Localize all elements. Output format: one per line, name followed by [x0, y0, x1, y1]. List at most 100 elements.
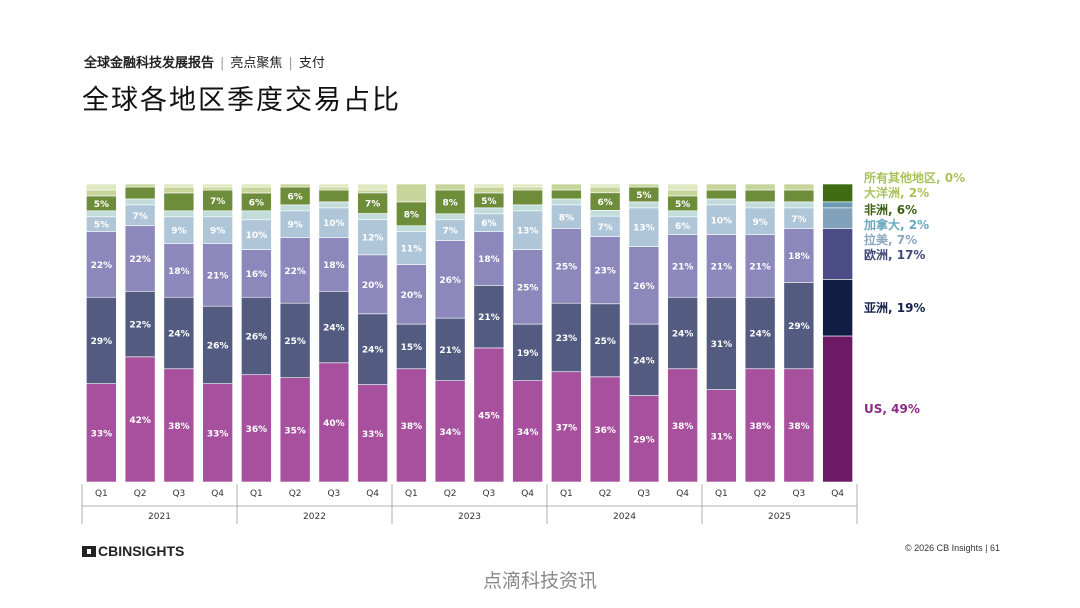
data-label-europe-2: 18% — [168, 267, 190, 277]
bar-segment-africa-19 — [822, 183, 853, 203]
data-label-us-7: 33% — [362, 430, 384, 440]
x-tick-label: Q3 — [637, 489, 650, 499]
data-label-europe-6: 18% — [323, 261, 345, 271]
data-label-us-3: 33% — [207, 429, 229, 439]
data-label-latam-4: 10% — [246, 231, 268, 241]
data-label-asia-8: 15% — [401, 343, 423, 353]
legend-item-canada: 加拿大, 2% — [863, 217, 929, 232]
bar-segment-canada-16 — [706, 198, 737, 206]
bar-segment-oceania-10 — [473, 186, 505, 194]
bar-segment-europe-0 — [86, 231, 117, 298]
data-label-us-17: 38% — [749, 422, 771, 432]
bar-segment-us-13 — [589, 376, 621, 483]
bar-segment-latam-7 — [357, 219, 388, 256]
bar-segment-latam-17 — [744, 207, 776, 235]
data-label-europe-14: 26% — [633, 282, 655, 292]
bar-segment-africa-11 — [512, 189, 543, 206]
bar-segment-oceania-4 — [241, 186, 272, 194]
data-label-africa-14: 5% — [636, 191, 651, 201]
bar-segment-europe-13 — [589, 236, 621, 305]
bar-segment-canada-8 — [396, 225, 427, 232]
watermark-text: 点滴科技资讯 — [482, 570, 597, 592]
data-label-europe-12: 25% — [556, 262, 578, 272]
bar-segment-canada-14 — [628, 201, 660, 209]
bar-segment-other-0 — [86, 183, 117, 191]
bar-segment-asia-10 — [473, 285, 505, 349]
bar-segment-canada-19 — [822, 201, 853, 209]
x-tick-label: Q3 — [327, 489, 340, 499]
bar-segment-asia-17 — [744, 296, 776, 370]
bar-segment-asia-4 — [241, 296, 272, 376]
bar-segment-canada-0 — [86, 210, 117, 218]
data-label-europe-4: 16% — [246, 270, 268, 280]
bar-segment-latam-19 — [822, 207, 853, 229]
data-label-asia-13: 25% — [594, 337, 616, 347]
section-name: 亮点聚焦 — [230, 56, 283, 71]
x-tick-label: Q1 — [560, 489, 573, 499]
bar-segment-africa-18 — [783, 189, 815, 203]
bar-segment-us-17 — [744, 368, 776, 483]
data-label-asia-1: 22% — [129, 321, 151, 331]
x-tick-label: Q1 — [405, 489, 418, 499]
data-label-europe-5: 22% — [284, 267, 306, 277]
data-label-latam-7: 12% — [362, 234, 384, 244]
breadcrumb-separator: | — [288, 56, 293, 71]
bar-segment-oceania-11 — [512, 186, 543, 191]
data-label-asia-17: 24% — [749, 330, 771, 340]
bar-segment-africa-2 — [163, 192, 195, 212]
data-label-asia-12: 23% — [556, 334, 578, 344]
bar-segment-canada-11 — [512, 204, 543, 212]
bar-segment-europe-1 — [124, 225, 156, 292]
data-label-us-2: 38% — [168, 422, 190, 432]
bar-segment-canada-18 — [783, 201, 815, 209]
bar-segment-asia-8 — [396, 323, 427, 370]
data-label-latam-5: 9% — [287, 221, 302, 231]
bar-segment-asia-12 — [551, 302, 582, 373]
bar-segment-latam-3 — [202, 216, 233, 244]
data-label-us-13: 36% — [594, 426, 616, 436]
bar-segment-europe-15 — [667, 234, 698, 298]
bar-segment-canada-15 — [667, 210, 698, 218]
data-label-europe-7: 20% — [362, 281, 384, 291]
data-label-us-16: 31% — [711, 432, 733, 442]
bar-segment-oceania-18 — [783, 183, 815, 191]
data-label-africa-5: 6% — [287, 192, 302, 202]
bar-segment-canada-12 — [551, 198, 582, 206]
bar-segment-europe-8 — [396, 264, 427, 325]
data-label-us-12: 37% — [556, 423, 578, 433]
bar-segment-africa-6 — [318, 189, 350, 203]
data-label-latam-2: 9% — [171, 227, 186, 237]
data-label-us-4: 36% — [246, 425, 268, 435]
bar-segment-oceania-17 — [744, 183, 776, 191]
bar-segment-africa-12 — [551, 189, 582, 200]
legend-item-africa: 非洲, 6% — [864, 202, 917, 217]
bar-segment-us-14 — [628, 395, 660, 483]
data-label-latam-0: 5% — [94, 221, 109, 231]
x-tick-label: Q3 — [172, 489, 185, 499]
bar-segment-us-1 — [124, 356, 156, 483]
data-label-us-8: 38% — [401, 422, 423, 432]
data-label-europe-8: 20% — [401, 291, 423, 301]
data-label-latam-3: 9% — [210, 227, 225, 237]
page-title: 全球各地区季度交易占比 — [82, 85, 401, 116]
data-label-africa-8: 8% — [404, 210, 419, 220]
bar-segment-oceania-1 — [124, 183, 156, 188]
bar-segment-oceania-8 — [396, 183, 427, 203]
data-label-africa-7: 7% — [365, 200, 380, 210]
data-label-asia-15: 24% — [672, 330, 694, 340]
bar-segment-canada-7 — [357, 213, 388, 220]
x-tick-label: Q2 — [754, 489, 767, 499]
data-label-europe-16: 21% — [711, 262, 733, 272]
bar-segment-europe-14 — [628, 246, 660, 325]
data-label-asia-14: 24% — [633, 356, 655, 366]
bar-segment-europe-4 — [241, 249, 272, 298]
bar-segment-canada-13 — [589, 209, 621, 217]
legend-item-europe: 欧洲, 17% — [864, 247, 925, 262]
bar-segment-oceania-7 — [357, 189, 388, 194]
bar-segment-canada-10 — [473, 207, 505, 215]
x-tick-label: Q1 — [715, 489, 728, 499]
data-label-us-11: 34% — [517, 428, 539, 438]
bar-segment-us-15 — [667, 368, 698, 483]
x-tick-label: Q4 — [521, 489, 534, 499]
x-tick-label: Q2 — [134, 489, 147, 499]
